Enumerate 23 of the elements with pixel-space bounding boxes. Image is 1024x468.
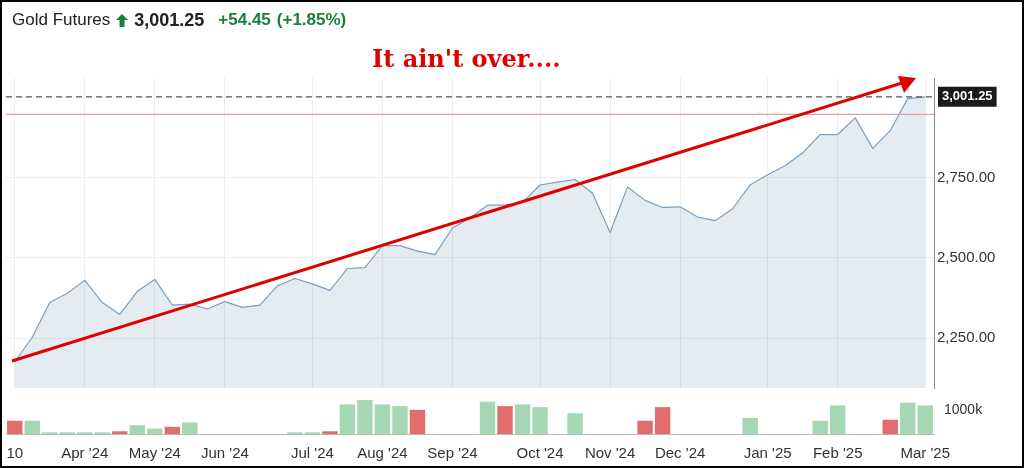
y-tick-label: 2,500.00	[937, 248, 996, 266]
x-tick-label: Mar '25	[900, 444, 951, 462]
x-tick-label: May '24	[128, 444, 181, 462]
x-tick-label: Dec '24	[654, 444, 706, 462]
y-tick-label: 2,250.00	[937, 328, 996, 346]
x-tick-label: 10	[6, 444, 24, 462]
chart-title: Gold Futures	[12, 10, 111, 30]
x-tick-label: Feb '25	[812, 444, 863, 462]
x-tick-label: Nov '24	[584, 444, 636, 462]
text: +54.45	[218, 10, 271, 30]
x-tick-label: Oct '24	[516, 444, 564, 462]
x-tick-label: Sep '24	[427, 444, 478, 462]
ref-line-label: 3,001.25	[942, 88, 993, 104]
x-tick-label: Apr '24	[61, 444, 109, 462]
text: (+1.85%)	[276, 10, 347, 30]
y-tick-label: 2,750.00	[937, 167, 996, 185]
text: 3,001.25	[134, 9, 205, 31]
x-tick-label: Jan '25	[743, 444, 792, 462]
x-tick-label: Jul '24	[290, 444, 334, 462]
text: 1000k	[944, 400, 984, 417]
text: It ain't over....	[372, 44, 561, 73]
x-tick-label: Jun '24	[200, 444, 249, 462]
x-tick-label: Aug '24	[357, 444, 408, 462]
